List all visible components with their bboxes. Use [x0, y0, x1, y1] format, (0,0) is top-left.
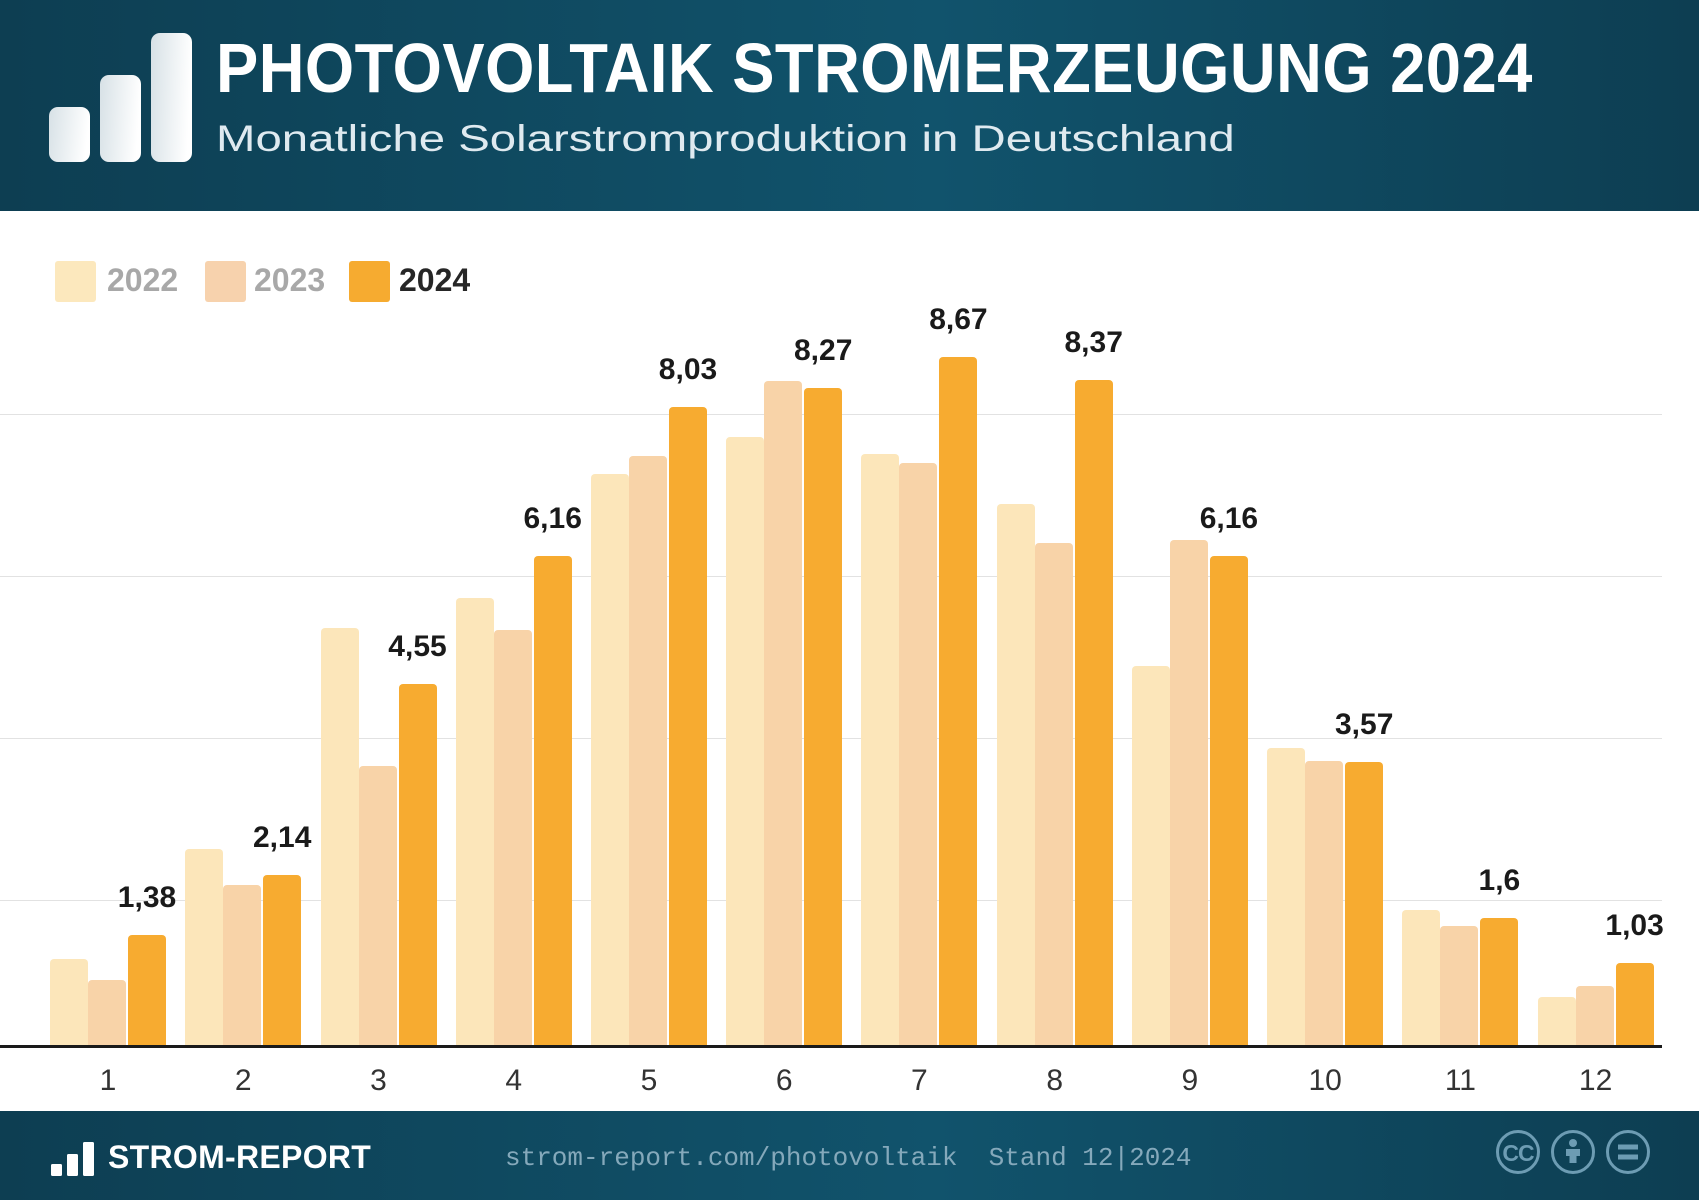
svg-text:CC: CC — [1502, 1140, 1534, 1166]
